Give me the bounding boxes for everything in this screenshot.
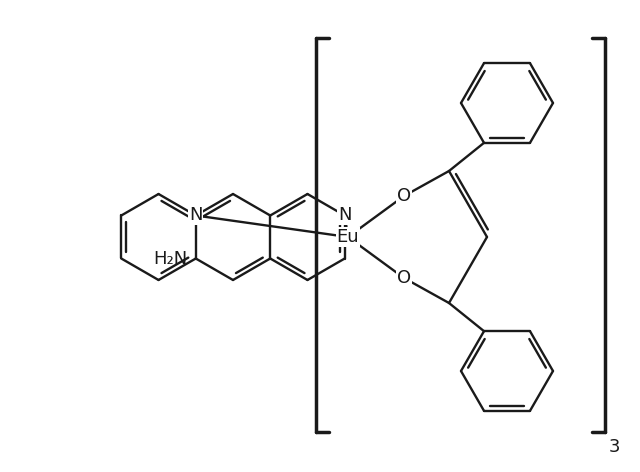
Text: H₂N: H₂N — [154, 250, 188, 268]
Text: O: O — [397, 187, 411, 205]
Text: Eu: Eu — [337, 228, 359, 246]
Text: 3: 3 — [609, 438, 621, 456]
Text: O: O — [397, 269, 411, 287]
Text: N: N — [338, 207, 351, 225]
Text: N: N — [189, 207, 202, 225]
